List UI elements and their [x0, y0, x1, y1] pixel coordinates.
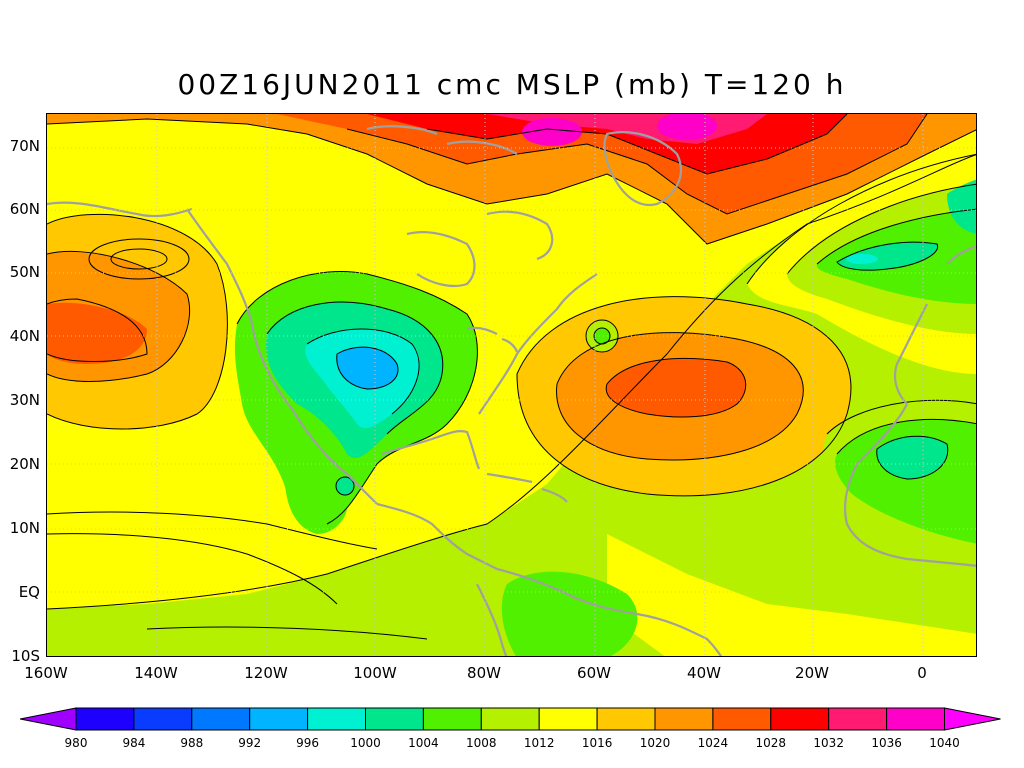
arctic-high-core	[657, 114, 717, 140]
pacific-high-1024	[47, 302, 147, 364]
lat-label-10n: 10N	[9, 519, 40, 537]
colorbar	[20, 707, 1001, 731]
colorbar-label: 992	[238, 736, 262, 750]
lat-label-30n: 30N	[9, 391, 40, 409]
colorbar-box	[712, 707, 772, 731]
na-low-core	[846, 254, 878, 264]
lat-label-10s: 10S	[11, 647, 40, 665]
colorbar-box	[886, 707, 945, 731]
colorbar-label: 1016	[581, 736, 613, 750]
field-1004-1008-mx	[285, 444, 348, 534]
colorbar-label: 980	[64, 736, 88, 750]
colorbar-box	[654, 707, 714, 731]
colorbar-label: 996	[296, 736, 320, 750]
plot-title: 00Z16JUN2011 cmc MSLP (mb) T=120 h	[177, 68, 847, 101]
coastlines	[47, 125, 976, 656]
field-1012-1016-se	[607, 534, 976, 656]
colorbar-box	[596, 707, 656, 731]
colorbar-box	[770, 707, 830, 731]
colorbar-label: 1004	[408, 736, 439, 750]
colorbar-box	[191, 707, 251, 731]
lat-label-40n: 40N	[9, 327, 40, 345]
lon-label-20w: 20W	[795, 664, 829, 682]
colorbar-label: 1032	[813, 736, 844, 750]
colorbar-label: 1000	[350, 736, 381, 750]
lat-label-eq: EQ	[18, 583, 40, 601]
lon-label-0: 0	[917, 664, 927, 682]
lon-label-60w: 60W	[577, 664, 611, 682]
field-1012-1016-north	[47, 114, 976, 609]
atlantic-low-core	[594, 328, 610, 344]
colorbar-box	[538, 707, 598, 731]
mexico-low-center	[336, 477, 354, 495]
colorbar-box	[828, 707, 888, 731]
colorbar-label: 1028	[755, 736, 787, 750]
lon-label-140w: 140W	[134, 664, 178, 682]
colorbar-box	[307, 707, 367, 731]
grid-lines	[47, 114, 976, 656]
lat-label-50n: 50N	[9, 263, 40, 281]
sa-low	[501, 571, 638, 656]
isobars	[47, 114, 976, 640]
pressure-map[interactable]	[46, 113, 977, 657]
colorbar-label: 984	[122, 736, 146, 750]
colorbar-label: 1008	[466, 736, 497, 750]
colorbar-label: 1012	[523, 736, 555, 750]
wa-low-core	[876, 436, 948, 479]
lon-label-100w: 100W	[353, 664, 397, 682]
colorbar-label: 1036	[871, 736, 902, 750]
colorbar-min-arrow	[20, 707, 77, 731]
colorbar-box	[422, 707, 482, 731]
colorbar-label: 1020	[639, 736, 671, 750]
lon-label-80w: 80W	[467, 664, 501, 682]
lat-label-60n: 60N	[9, 200, 40, 218]
lat-label-70n: 70N	[9, 137, 40, 155]
lat-label-20n: 20N	[9, 455, 40, 473]
lon-label-40w: 40W	[687, 664, 721, 682]
lon-label-120w: 120W	[244, 664, 288, 682]
colorbar-label: 988	[180, 736, 204, 750]
colorbar-box	[365, 707, 424, 731]
colorbar-box	[480, 707, 540, 731]
colorbar-max-arrow	[944, 707, 1001, 731]
colorbar-label: 1040	[929, 736, 960, 750]
colorbar-box	[249, 707, 309, 731]
ne-low-edge	[947, 179, 976, 234]
greenland-high-core	[522, 118, 582, 146]
field-992-996-na	[336, 347, 398, 389]
lon-label-160w: 160W	[24, 664, 68, 682]
colorbar-box	[133, 707, 193, 731]
azores-high-1024	[606, 358, 746, 417]
pressure-map-svg	[47, 114, 976, 656]
colorbar-label: 1024	[697, 736, 729, 750]
colorbar-box	[75, 707, 135, 731]
